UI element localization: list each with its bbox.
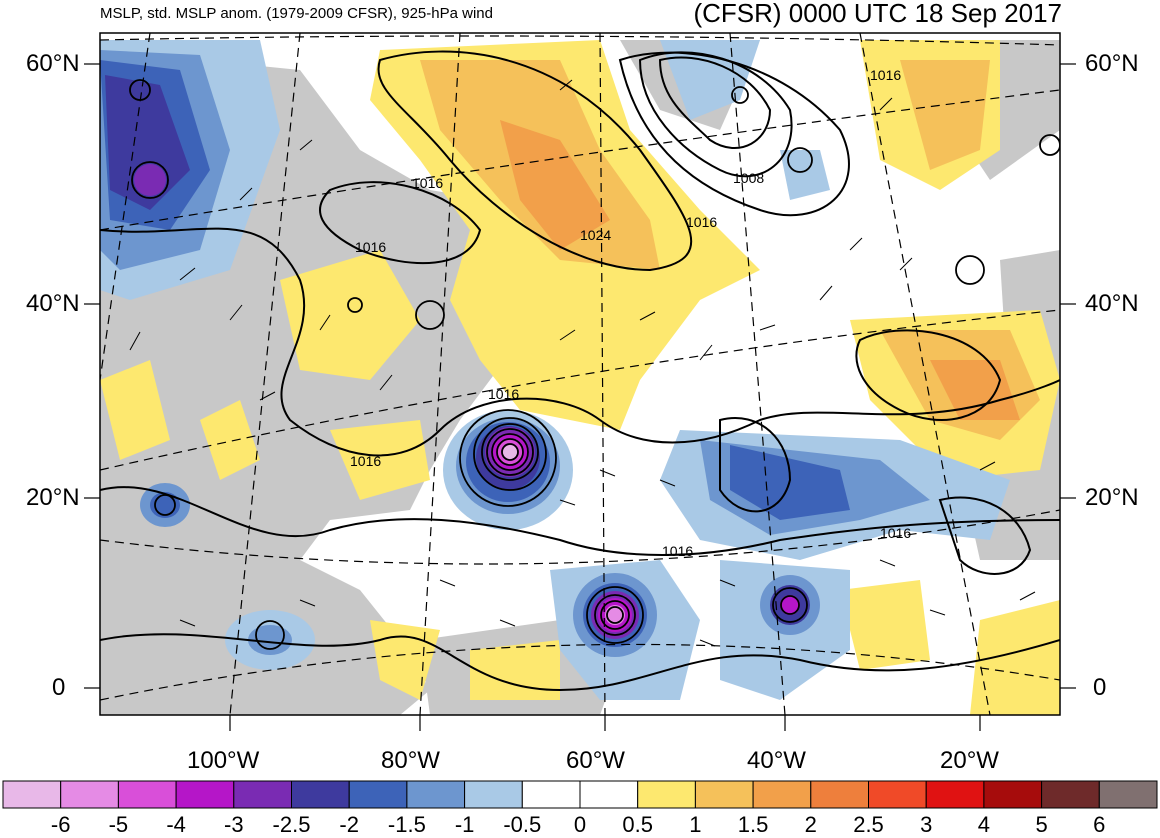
colorbar-swatch	[521, 780, 581, 809]
colorbar-swatch	[868, 780, 927, 809]
colorbar-label: 6	[1093, 812, 1106, 837]
lat-label-right: 40°N	[1085, 290, 1139, 317]
small-lows	[129, 79, 1060, 650]
colorbar-label: 2	[804, 812, 817, 837]
lat-label-left: 20°N	[26, 484, 80, 511]
isobar-label-group: 1016 1016 1016 1024 1016 1008 1016 1016 …	[350, 67, 911, 559]
colorbar-label: 1.5	[737, 812, 769, 837]
colorbar-swatch	[2, 780, 62, 809]
colorbar-label: 3	[920, 812, 933, 837]
isobar-label: 1016	[488, 386, 519, 402]
lon-label: 20°W	[940, 747, 999, 774]
lon-label: 40°W	[747, 747, 806, 774]
graticule	[100, 33, 1060, 715]
lat-label-right: 20°N	[1085, 484, 1139, 511]
lat-label-right: 60°N	[1085, 50, 1139, 77]
colorbar-swatch	[291, 780, 350, 809]
colorbar-swatch	[1098, 780, 1158, 809]
colorbar-label: -1	[454, 812, 475, 837]
colorbar-swatch	[752, 780, 812, 809]
lon-label: 100°W	[187, 747, 260, 774]
colorbar-label: -2.5	[272, 812, 311, 837]
colorbar-label: 4	[977, 812, 991, 837]
isobar-label: 1016	[880, 525, 911, 541]
isobar-label: 1016	[412, 175, 443, 191]
colorbar-swatch	[60, 780, 119, 809]
lee-isobars	[772, 587, 808, 623]
colorbar-label: -5	[108, 812, 129, 837]
lat-label-left: 0	[52, 674, 66, 701]
lon-label: 80°W	[381, 747, 440, 774]
colorbar-swatch	[579, 780, 639, 809]
wind-barbs	[129, 79, 1036, 647]
colorbar-label: -0.5	[503, 812, 542, 837]
isobars	[100, 50, 1060, 692]
colorbar-label: -2	[339, 812, 359, 837]
colorbar-label: 0	[573, 812, 587, 837]
colorbar-label: 1	[689, 812, 702, 837]
lat-label-right: 0	[1093, 674, 1107, 701]
isobar-label: 1024	[580, 227, 611, 243]
isobar-label: 1016	[350, 453, 381, 469]
colorbar-label: -6	[50, 812, 71, 837]
colorbar-swatch	[1041, 780, 1100, 809]
hurricane-jose-isobars	[459, 409, 557, 507]
positive-anomalies	[100, 40, 1060, 715]
colorbar-swatch	[348, 780, 408, 809]
isobar-label: 1016	[662, 543, 693, 559]
map-frame	[99, 32, 1061, 716]
hurricane-maria-isobars	[586, 586, 644, 644]
colorbar-label: 0.5	[622, 812, 653, 837]
isobar-label: 1016	[870, 67, 901, 83]
lat-label-left: 60°N	[26, 50, 80, 77]
colorbar-label: -3	[224, 812, 244, 837]
colorbar-label: 5	[1035, 812, 1048, 837]
colorbar-swatch	[694, 780, 754, 809]
isobar-label: 1016	[355, 239, 386, 255]
lat-label-left: 40°N	[26, 290, 80, 317]
colorbar-swatch	[406, 780, 466, 809]
axis-ticks	[84, 63, 1076, 731]
colorbar-label: -1.5	[387, 812, 426, 837]
colorbar-swatch	[637, 780, 696, 809]
isobar-label: 1008	[733, 170, 764, 186]
colorbar-label: -4	[166, 812, 186, 837]
colorbar-label: 2.5	[853, 812, 884, 837]
colorbar-swatch	[810, 780, 869, 809]
map-title-left: MSLP, std. MSLP anom. (1979-2009 CFSR), …	[100, 5, 493, 22]
colorbar-swatch	[175, 780, 235, 809]
negative-anomalies	[100, 40, 1010, 700]
colorbar-swatch	[925, 780, 985, 809]
colorbar-swatch	[464, 780, 523, 809]
colorbar-swatch	[983, 780, 1043, 809]
colorbar	[2, 780, 1158, 809]
map-title-right: (CFSR) 0000 UTC 18 Sep 2017	[693, 0, 1062, 28]
colorbar-swatch	[117, 780, 177, 809]
isobar-label: 1016	[686, 214, 717, 230]
colorbar-swatch	[233, 780, 293, 809]
lon-label: 60°W	[566, 747, 625, 774]
